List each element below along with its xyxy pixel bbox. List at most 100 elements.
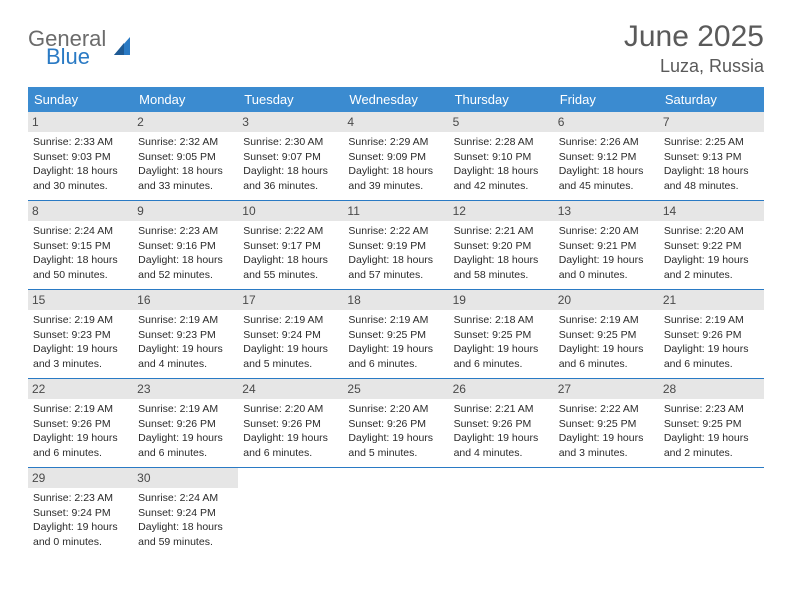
day-number: 21 — [659, 290, 764, 310]
title-block: June 2025 Luza, Russia — [624, 20, 764, 77]
day-cell: 2Sunrise: 2:32 AMSunset: 9:05 PMDaylight… — [133, 112, 238, 200]
day-number: 23 — [133, 379, 238, 399]
day-info: Sunrise: 2:23 AMSunset: 9:16 PMDaylight:… — [138, 224, 233, 283]
day-cell: 11 Sunrise: 2:22 AMSunset: 9:19 PMDayligh… — [343, 201, 448, 289]
day-number: 10 — [238, 201, 343, 221]
sail-icon — [110, 33, 136, 64]
day-info: Sunrise: 2:19 AMSunset: 9:23 PMDaylight:… — [138, 313, 233, 372]
header: General Blue June 2025 Luza, Russia — [28, 20, 764, 77]
day-info: Sunrise: 2:21 AMSunset: 9:26 PMDaylight:… — [454, 402, 549, 461]
day-cell: 21Sunrise: 2:19 AMSunset: 9:26 PMDayligh… — [659, 290, 764, 378]
day-number: 13 — [554, 201, 659, 221]
weekday-header-cell: Saturday — [659, 87, 764, 112]
day-info: Sunrise: 2:20 AMSunset: 9:22 PMDaylight:… — [664, 224, 759, 283]
day-info: Sunrise: 2:18 AMSunset: 9:25 PMDaylight:… — [454, 313, 549, 372]
day-info: Sunrise: 2:19 AMSunset: 9:23 PMDaylight:… — [33, 313, 128, 372]
weekday-header-cell: Monday — [133, 87, 238, 112]
day-info: Sunrise: 2:29 AMSunset: 9:09 PMDaylight:… — [348, 135, 443, 194]
day-info: Sunrise: 2:24 AMSunset: 9:15 PMDaylight:… — [33, 224, 128, 283]
day-cell: 28 Sunrise: 2:23 AMSunset: 9:25 PMDayligh… — [659, 379, 764, 467]
day-info: Sunrise: 2:22 AMSunset: 9:19 PMDaylight:… — [348, 224, 443, 283]
day-cell: 23 Sunrise: 2:19 AMSunset: 9:26 PMDayligh… — [133, 379, 238, 467]
day-number: 16 — [133, 290, 238, 310]
day-info: Sunrise: 2:26 AMSunset: 9:12 PMDaylight:… — [559, 135, 654, 194]
week-row: 8 Sunrise: 2:24 AMSunset: 9:15 PMDaylight… — [28, 201, 764, 290]
day-info: Sunrise: 2:19 AMSunset: 9:25 PMDaylight:… — [348, 313, 443, 372]
day-info: Sunrise: 2:20 AMSunset: 9:21 PMDaylight:… — [559, 224, 654, 283]
week-row: 22Sunrise: 2:19 AMSunset: 9:26 PMDayligh… — [28, 379, 764, 468]
day-number: 29 — [28, 468, 133, 488]
day-info: Sunrise: 2:22 AMSunset: 9:25 PMDaylight:… — [559, 402, 654, 461]
day-number: 19 — [449, 290, 554, 310]
week-row: 15Sunrise: 2:19 AMSunset: 9:23 PMDayligh… — [28, 290, 764, 379]
day-cell: 17 Sunrise: 2:19 AMSunset: 9:24 PMDayligh… — [238, 290, 343, 378]
day-number: 17 — [238, 290, 343, 310]
day-cell: 6 Sunrise: 2:26 AMSunset: 9:12 PMDaylight… — [554, 112, 659, 200]
day-number: 27 — [554, 379, 659, 399]
weekday-header-cell: Wednesday — [343, 87, 448, 112]
day-cell: 9 Sunrise: 2:23 AMSunset: 9:16 PMDaylight… — [133, 201, 238, 289]
day-cell: 26 Sunrise: 2:21 AMSunset: 9:26 PMDayligh… — [449, 379, 554, 467]
day-number: 8 — [28, 201, 133, 221]
day-cell: 15 Sunrise: 2:19 AMSunset: 9:23 PMDayligh… — [28, 290, 133, 378]
day-cell: 10 Sunrise: 2:22 AMSunset: 9:17 PMDayligh… — [238, 201, 343, 289]
empty-cell — [659, 468, 764, 556]
day-info: Sunrise: 2:30 AMSunset: 9:07 PMDaylight:… — [243, 135, 338, 194]
day-cell: 27 Sunrise: 2:22 AMSunset: 9:25 PMDayligh… — [554, 379, 659, 467]
day-cell: 24 Sunrise: 2:20 AMSunset: 9:26 PMDayligh… — [238, 379, 343, 467]
weekday-header-row: SundayMondayTuesdayWednesdayThursdayFrid… — [28, 87, 764, 112]
day-number: 1 — [28, 112, 133, 132]
week-row: 29 Sunrise: 2:23 AMSunset: 9:24 PMDayligh… — [28, 468, 764, 556]
day-cell: 22Sunrise: 2:19 AMSunset: 9:26 PMDayligh… — [28, 379, 133, 467]
day-number: 11 — [343, 201, 448, 221]
day-info: Sunrise: 2:20 AMSunset: 9:26 PMDaylight:… — [243, 402, 338, 461]
day-number: 24 — [238, 379, 343, 399]
day-number: 28 — [659, 379, 764, 399]
weekday-header-cell: Thursday — [449, 87, 554, 112]
day-number: 9 — [133, 201, 238, 221]
day-number: 14 — [659, 201, 764, 221]
calendar: SundayMondayTuesdayWednesdayThursdayFrid… — [28, 87, 764, 556]
weeks-container: 1Sunrise: 2:33 AMSunset: 9:03 PMDaylight… — [28, 112, 764, 556]
day-info: Sunrise: 2:19 AMSunset: 9:24 PMDaylight:… — [243, 313, 338, 372]
logo-text-block: General Blue — [28, 28, 106, 68]
day-cell: 4Sunrise: 2:29 AMSunset: 9:09 PMDaylight… — [343, 112, 448, 200]
day-info: Sunrise: 2:22 AMSunset: 9:17 PMDaylight:… — [243, 224, 338, 283]
day-cell: 29 Sunrise: 2:23 AMSunset: 9:24 PMDayligh… — [28, 468, 133, 556]
day-info: Sunrise: 2:19 AMSunset: 9:25 PMDaylight:… — [559, 313, 654, 372]
logo: General Blue — [28, 20, 136, 68]
day-cell: 30 Sunrise: 2:24 AMSunset: 9:24 PMDayligh… — [133, 468, 238, 556]
location: Luza, Russia — [624, 56, 764, 77]
day-number: 20 — [554, 290, 659, 310]
day-number: 15 — [28, 290, 133, 310]
day-cell: 8 Sunrise: 2:24 AMSunset: 9:15 PMDaylight… — [28, 201, 133, 289]
empty-cell — [449, 468, 554, 556]
day-info: Sunrise: 2:24 AMSunset: 9:24 PMDaylight:… — [138, 491, 233, 550]
day-number: 6 — [554, 112, 659, 132]
day-info: Sunrise: 2:23 AMSunset: 9:25 PMDaylight:… — [664, 402, 759, 461]
day-info: Sunrise: 2:25 AMSunset: 9:13 PMDaylight:… — [664, 135, 759, 194]
day-cell: 25 Sunrise: 2:20 AMSunset: 9:26 PMDayligh… — [343, 379, 448, 467]
empty-cell — [554, 468, 659, 556]
day-info: Sunrise: 2:19 AMSunset: 9:26 PMDaylight:… — [138, 402, 233, 461]
day-cell: 7Sunrise: 2:25 AMSunset: 9:13 PMDaylight… — [659, 112, 764, 200]
day-cell: 16 Sunrise: 2:19 AMSunset: 9:23 PMDayligh… — [133, 290, 238, 378]
weekday-header-cell: Friday — [554, 87, 659, 112]
empty-cell — [343, 468, 448, 556]
day-number: 2 — [133, 112, 238, 132]
day-info: Sunrise: 2:23 AMSunset: 9:24 PMDaylight:… — [33, 491, 128, 550]
day-number: 30 — [133, 468, 238, 488]
day-info: Sunrise: 2:20 AMSunset: 9:26 PMDaylight:… — [348, 402, 443, 461]
day-cell: 1Sunrise: 2:33 AMSunset: 9:03 PMDaylight… — [28, 112, 133, 200]
day-number: 25 — [343, 379, 448, 399]
empty-cell — [238, 468, 343, 556]
day-cell: 12Sunrise: 2:21 AMSunset: 9:20 PMDayligh… — [449, 201, 554, 289]
day-cell: 19 Sunrise: 2:18 AMSunset: 9:25 PMDayligh… — [449, 290, 554, 378]
calendar-page: General Blue June 2025 Luza, Russia Sund… — [0, 0, 792, 576]
weekday-header-cell: Tuesday — [238, 87, 343, 112]
month-title: June 2025 — [624, 20, 764, 54]
day-info: Sunrise: 2:19 AMSunset: 9:26 PMDaylight:… — [33, 402, 128, 461]
day-number: 26 — [449, 379, 554, 399]
day-number: 18 — [343, 290, 448, 310]
day-info: Sunrise: 2:28 AMSunset: 9:10 PMDaylight:… — [454, 135, 549, 194]
